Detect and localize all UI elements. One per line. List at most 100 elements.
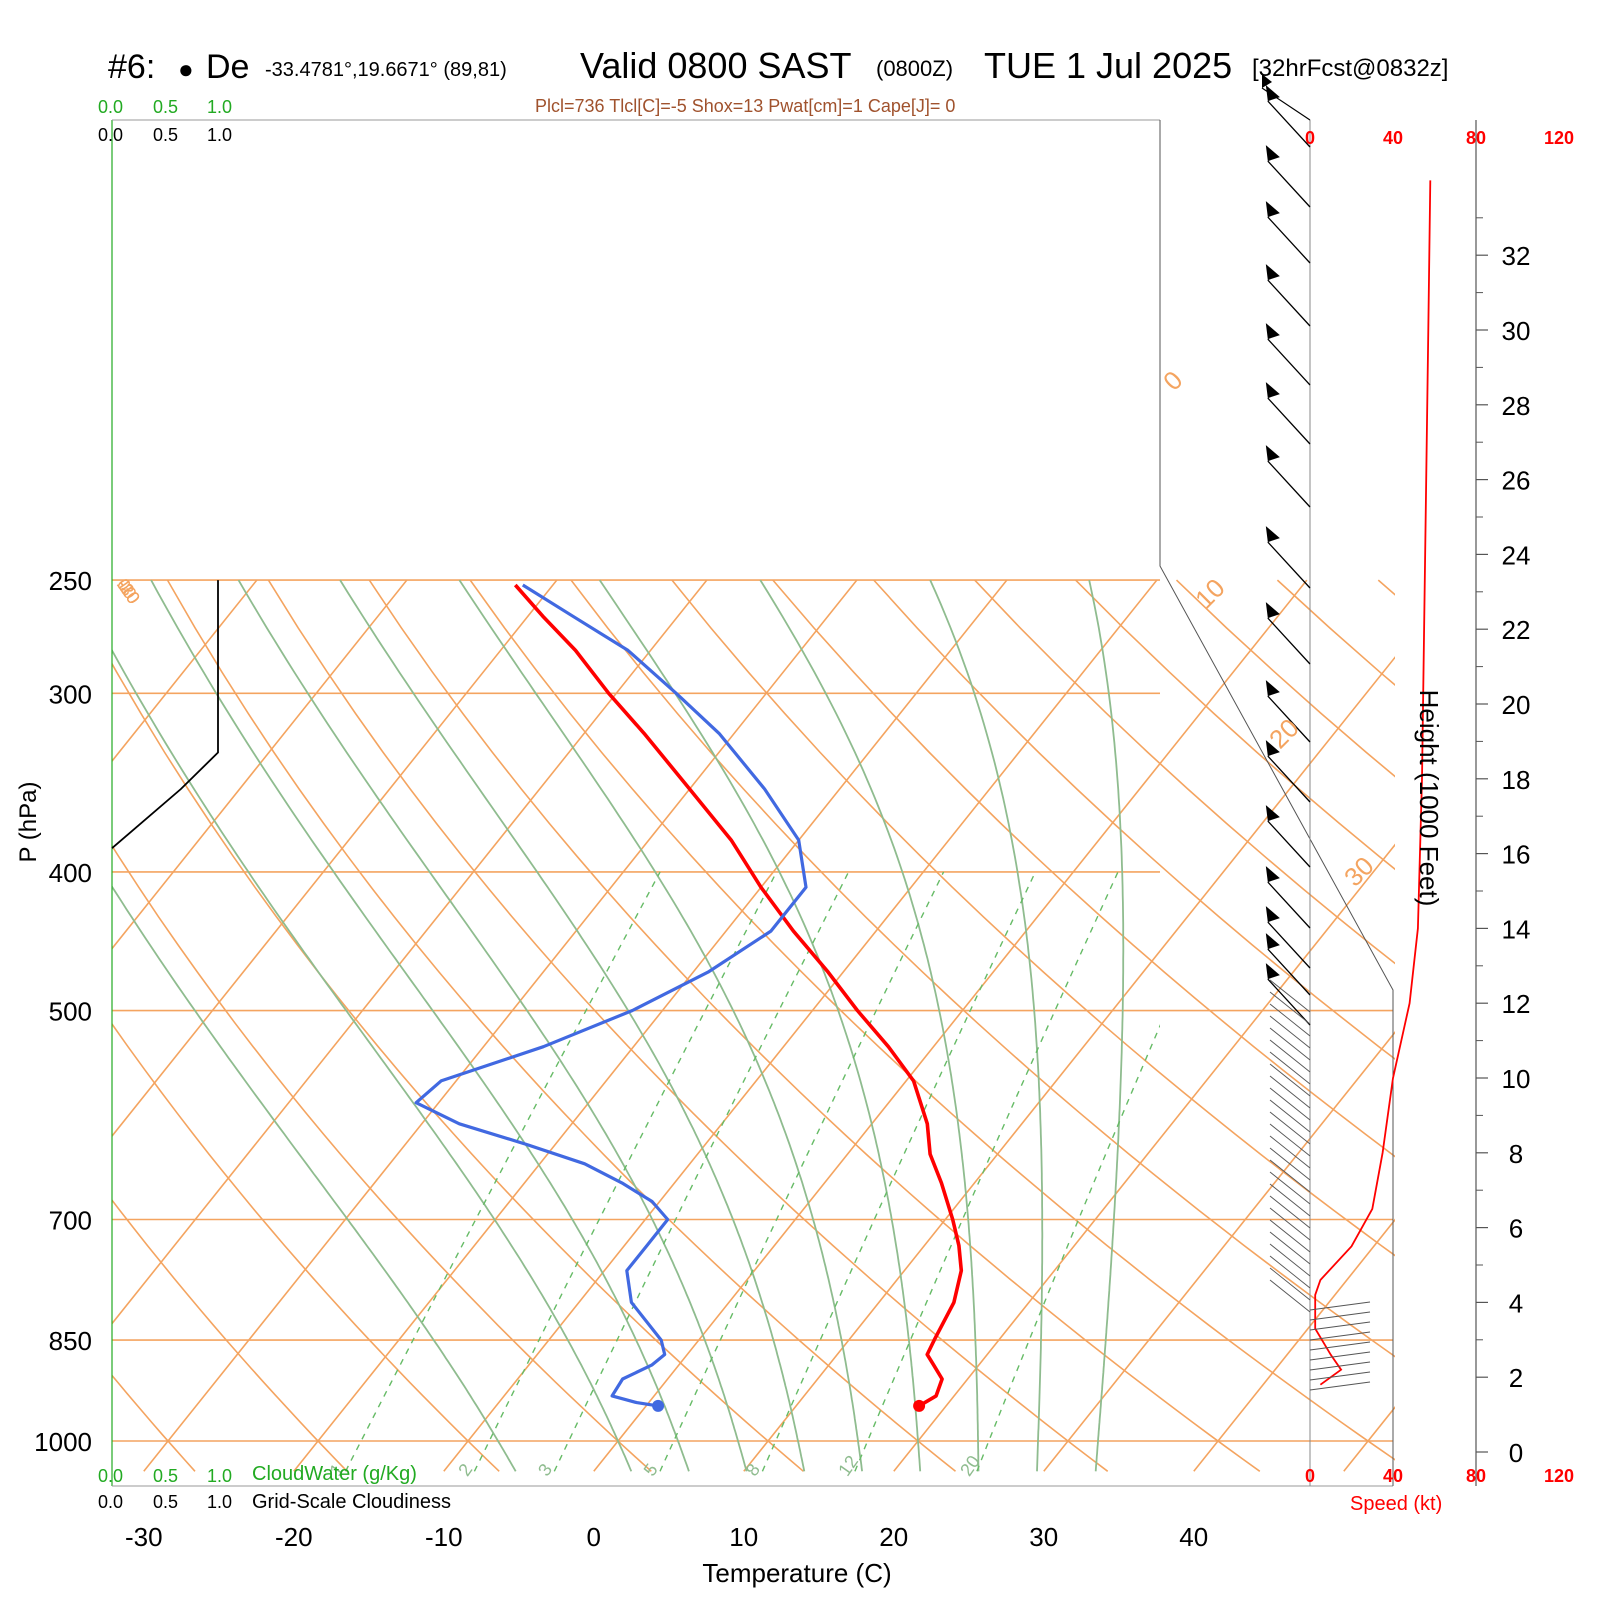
wind-barb-pennant xyxy=(1265,526,1280,543)
moist-adiabat-4 xyxy=(150,579,690,1472)
speed-tick-bottom: 120 xyxy=(1544,1466,1574,1486)
dry-adiabat-70 xyxy=(671,579,1395,1257)
wind-barb-low xyxy=(1309,1331,1371,1341)
wind-barb-pennant xyxy=(1265,680,1280,697)
speed-tick-top: 40 xyxy=(1383,128,1403,148)
wind-barb-pennant xyxy=(1265,264,1280,281)
dewpoint-line xyxy=(414,583,808,1408)
pressure-tick-label: 700 xyxy=(49,1205,92,1235)
isobar-grid xyxy=(112,579,1393,1442)
height-tick-label: 30 xyxy=(1502,316,1531,346)
mixing-ratio-label: 12 xyxy=(834,1452,862,1480)
isotherm--60 xyxy=(112,579,408,950)
wind-barb-pennant xyxy=(1265,906,1280,923)
wind-barb-low xyxy=(1269,1147,1311,1181)
wind-barb-pennant xyxy=(1265,382,1280,399)
wind-barb xyxy=(1267,397,1311,445)
mixing-ratio-1 xyxy=(344,871,661,1472)
temperature-surface-point xyxy=(913,1399,926,1412)
wind-barb-low xyxy=(1269,1255,1311,1289)
valid-label: Valid 0800 SAST xyxy=(580,45,852,86)
wind-barb-low xyxy=(1269,1231,1311,1265)
moist-adiabat-8 xyxy=(237,579,748,1472)
wind-barb-low xyxy=(1309,1351,1371,1361)
dry-adiabat-10 xyxy=(112,662,804,1472)
dry-adiabat-150 xyxy=(1479,580,1600,1471)
dry-adiabat-50 xyxy=(469,579,1395,1461)
isotherm-grid xyxy=(112,579,1395,1472)
mixing-ratio-20 xyxy=(976,1024,1160,1472)
wind-barb-low xyxy=(1269,1111,1311,1145)
wind-barb-low xyxy=(1269,1051,1311,1085)
isotherm--20 xyxy=(293,579,1008,1472)
wind-barb-pennant xyxy=(1265,866,1280,883)
moist-adiabat-12 xyxy=(339,579,806,1472)
pressure-tick-label: 500 xyxy=(49,997,92,1027)
wind-barb-low xyxy=(1309,1321,1371,1331)
dry-adiabat-160 xyxy=(1580,580,1600,1471)
indices-line: Plcl=736 Tlcl[C]=-5 Shox=13 Pwat[cm]=1 C… xyxy=(535,96,955,116)
height-tick-label: 24 xyxy=(1502,540,1531,570)
dry-adiabat--10 xyxy=(112,1022,500,1472)
right-axis-title: Height (1000 Feet) xyxy=(1414,690,1444,907)
wind-barb-low xyxy=(1269,1135,1311,1169)
height-tick-label: 0 xyxy=(1509,1438,1523,1468)
dry-adiabat-60 xyxy=(570,579,1395,1358)
wind-panel: 0040408080120120024681012141618202224262… xyxy=(1261,74,1574,1486)
station-coords: -33.4781°,19.6671° (89,81) xyxy=(265,59,507,81)
speed-tick-bottom: 40 xyxy=(1383,1466,1403,1486)
x-tick-label: 40 xyxy=(1179,1522,1208,1552)
moist-adiabat-24 xyxy=(759,579,980,1472)
y-axis-title: P (hPa) xyxy=(15,782,42,863)
moist-adiabat-28 xyxy=(929,579,1044,1472)
dry-adiabat--20 xyxy=(112,1198,348,1472)
wind-barb-pennant xyxy=(1265,145,1280,162)
wind-barb-low xyxy=(1269,1003,1311,1037)
cloudiness-label: Grid-Scale Cloudiness xyxy=(252,1491,451,1513)
cloudwater-tick-top-0: 0.0 xyxy=(98,97,123,117)
wind-barb-low xyxy=(1309,1311,1371,1321)
wind-barb xyxy=(1267,948,1311,996)
height-tick-label: 14 xyxy=(1502,914,1531,944)
dry-adiabat-120 xyxy=(1175,579,1395,778)
wind-barb xyxy=(1267,820,1311,868)
wind-barb xyxy=(1267,460,1311,508)
pressure-tick-label: 300 xyxy=(49,679,92,709)
wind-barb-pennant xyxy=(1265,602,1280,619)
wind-barb-low xyxy=(1269,1123,1311,1157)
cloudiness-profile xyxy=(111,580,219,849)
wind-barb-low xyxy=(1269,1159,1311,1193)
cloudwater-tick-bottom-1: 0.5 xyxy=(153,1466,178,1486)
mixing-ratio-2 xyxy=(473,871,778,1472)
x-tick-label: -10 xyxy=(425,1522,463,1552)
date-label: TUE 1 Jul 2025 xyxy=(984,45,1232,86)
dry-adiabat-90 xyxy=(873,579,1395,1061)
mixing-ratio-5 xyxy=(659,871,945,1472)
wind-speed-line xyxy=(1314,180,1432,1386)
cloudiness-line xyxy=(111,580,219,849)
wind-barb-low xyxy=(1269,991,1311,1025)
wind-barb-low xyxy=(1309,1301,1371,1311)
moist-adiabat-16 xyxy=(458,579,863,1472)
height-tick-label: 4 xyxy=(1509,1288,1523,1318)
wind-barb xyxy=(1267,160,1311,208)
height-tick-label: 22 xyxy=(1502,615,1531,645)
height-tick-label: 6 xyxy=(1509,1214,1523,1244)
moist-adiabat-32 xyxy=(1088,579,1125,1472)
station-name: De xyxy=(206,48,249,86)
isotherm-0 xyxy=(593,579,1308,1472)
isotherm--70 xyxy=(112,579,258,763)
height-tick-label: 20 xyxy=(1502,690,1531,720)
speed-tick-bottom: 0 xyxy=(1305,1466,1315,1486)
mixing-ratio-8 xyxy=(761,871,1037,1472)
height-tick-label: 16 xyxy=(1502,840,1531,870)
isotherm--10 xyxy=(443,579,1158,1472)
dry-adiabat-0 xyxy=(112,844,652,1472)
wind-barb-pennant xyxy=(1265,445,1280,462)
temperature-line xyxy=(513,583,964,1408)
utc-label: (0800Z) xyxy=(876,56,953,81)
isotherm-10 xyxy=(743,656,1395,1472)
wind-barb-low xyxy=(1309,1371,1371,1381)
x-tick-label: 10 xyxy=(729,1522,758,1552)
